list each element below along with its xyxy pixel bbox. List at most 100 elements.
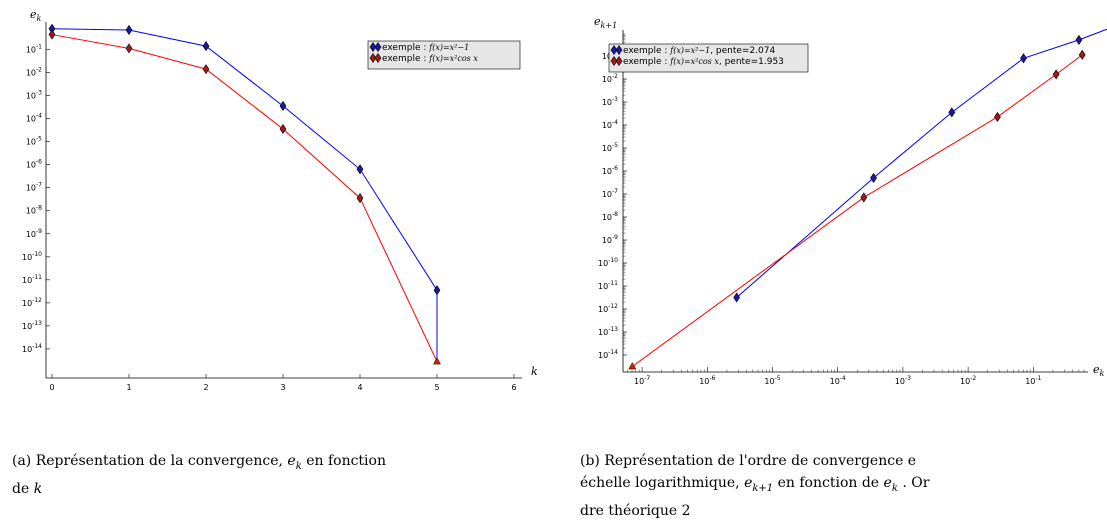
y-tick-label-b-10: 10-11 [598, 280, 618, 291]
x-tick-label-b-4: 10-3 [895, 375, 911, 386]
caption-a-k: k [33, 480, 43, 497]
chart-b: 10-710-610-510-410-310-210-110-110-210-3… [594, 15, 1107, 386]
x-tick-label-a-1: 1 [126, 383, 131, 392]
caption-a-text-3: de [12, 480, 34, 497]
legend-a-box [367, 40, 521, 70]
y-tick-label-b-9: 10-10 [598, 257, 618, 268]
point-a-0-2 [202, 41, 210, 52]
x-tick-label-b-0: 10-7 [634, 375, 650, 386]
caption-b-text-1: (b) Représentation de l'ordre de converg… [580, 453, 917, 469]
x-tick-label-a-5: 5 [434, 383, 439, 392]
y-tick-label-a-8: 10-9 [26, 228, 42, 239]
y-axis-label-b: ek+1 [594, 15, 617, 30]
point-b-1-0 [628, 361, 637, 370]
point-a-1-2 [202, 64, 210, 75]
legend-a-marker-0 [369, 41, 377, 53]
caption-b-var2: ek [883, 475, 898, 494]
caption-b-text-4: . Or [897, 475, 930, 491]
x-tick-label-b-1: 10-6 [699, 375, 715, 386]
point-a-0-1 [125, 24, 133, 35]
point-b-1-3 [1052, 69, 1060, 80]
y-tick-label-b-13: 10-14 [598, 349, 618, 360]
x-tick-label-a-6: 6 [511, 383, 516, 392]
x-tick-label-b-5: 10-2 [960, 375, 976, 386]
caption-a-var: ek [287, 453, 302, 472]
y-tick-label-b-7: 10-8 [602, 211, 618, 222]
y-tick-label-a-5: 10-6 [26, 159, 42, 170]
x-tick-label-a-2: 2 [203, 383, 208, 392]
y-tick-label-b-3: 10-4 [602, 119, 618, 130]
legend-b-box [608, 43, 809, 73]
y-tick-label-a-0: 10-1 [26, 44, 42, 55]
y-tick-label-b-2: 10-3 [602, 96, 618, 107]
legend-b-entry-0: exemple : f(x)=x²−1, pente=2.074 [610, 44, 776, 56]
y-tick-label-b-1: 10-2 [602, 73, 618, 84]
legend-a-entry-1: exemple : f(x)=x²cos x [369, 52, 478, 64]
point-b-0-2 [948, 107, 956, 118]
y-tick-label-a-1: 10-2 [26, 67, 42, 78]
series-b-1-line [632, 54, 1083, 367]
y-tick-label-a-3: 10-4 [26, 113, 42, 124]
point-a-0-4 [356, 164, 364, 175]
series-a-1-line [51, 34, 438, 362]
y-tick-label-a-6: 10-7 [26, 182, 42, 193]
point-b-0-1 [870, 172, 877, 183]
point-a-0-3 [279, 100, 287, 111]
caption-a: (a) Représentation de la convergence, ek… [12, 450, 386, 500]
point-b-1-2 [994, 111, 1001, 122]
series-a-0-line [51, 28, 438, 362]
legend-a-label-1: exemple : f(x)=x²cos x [382, 54, 478, 64]
y-tick-label-b-11: 10-12 [598, 303, 618, 314]
legend-b-label-1: exemple : f(x)=x²cos x, pente=1.953 [623, 57, 784, 67]
y-axis-label-a: ek [30, 8, 42, 23]
legend-a-marker2-1 [374, 52, 382, 64]
caption-b: (b) Représentation de l'ordre de converg… [580, 450, 929, 522]
legend-b-entry-1: exemple : f(x)=x²cos x, pente=1.953 [610, 55, 784, 67]
y-tick-label-a-10: 10-11 [22, 274, 42, 285]
y-tick-label-a-4: 10-5 [26, 136, 42, 147]
y-tick-label-a-12: 10-13 [22, 320, 42, 331]
point-b-0-4 [1075, 34, 1083, 45]
chart-a: 0 1 2 3 4 5 6 10-1 10-2 10-3 10-4 10-5 10-6 10-7 10-8 1… [22, 8, 538, 392]
x-tick-label-b-2: 10-5 [764, 375, 780, 386]
y-tick-label-b-12: 10-13 [598, 326, 618, 337]
x-tick-label-a-3: 3 [280, 383, 285, 392]
point-a-1-5 [433, 357, 441, 365]
legend-a-marker2-0 [374, 41, 382, 53]
legend-b-marker-1 [610, 55, 618, 67]
caption-b-text-5: dre théorique 2 [580, 502, 691, 519]
caption-b-text-2: échelle logarithmique, [580, 475, 745, 491]
point-a-1-0 [48, 29, 56, 40]
point-b-1-4 [1078, 49, 1086, 60]
y-tick-label-b-4: 10-5 [602, 142, 618, 153]
legend-a-entry-0: exemple : f(x)=x²−1 [369, 41, 469, 53]
x-tick-label-a-4: 4 [357, 383, 362, 392]
legend-b-label-0: exemple : f(x)=x²−1, pente=2.074 [623, 46, 776, 56]
y-tick-label-b-5: 10-6 [602, 165, 618, 176]
point-b-1-1 [860, 192, 868, 203]
y-tick-label-a-13: 10-14 [22, 343, 42, 354]
caption-b-text-3: en fonction de [773, 475, 884, 491]
point-a-1-4 [356, 193, 364, 204]
point-b-0-3 [1020, 53, 1027, 64]
y-tick-label-b-8: 10-9 [602, 234, 618, 245]
legend-b-marker2-0 [615, 44, 623, 56]
y-tick-label-b-6: 10-7 [602, 188, 618, 199]
y-tick-label-a-9: 10-10 [22, 251, 42, 262]
point-a-0-5 [433, 285, 441, 296]
point-a-1-1 [125, 43, 133, 54]
y-tick-label-a-2: 10-3 [26, 90, 42, 101]
x-tick-label-b-3: 10-4 [830, 375, 846, 386]
y-tick-label-a-11: 10-12 [22, 297, 42, 308]
caption-a-text-2: en fonction [301, 453, 386, 469]
legend-b-marker2-1 [615, 55, 623, 67]
caption-a-text-1: (a) Représentation de la convergence, [12, 453, 288, 469]
legend-b-marker-0 [610, 44, 618, 56]
x-tick-label-b-6: 10-1 [1025, 375, 1041, 386]
point-a-1-3 [279, 123, 287, 135]
y-tick-label-a-7: 10-8 [26, 205, 42, 216]
legend-a-label-0: exemple : f(x)=x²−1 [382, 43, 469, 53]
caption-b-var1: ek+1 [744, 475, 774, 494]
point-b-0-0 [733, 292, 741, 303]
